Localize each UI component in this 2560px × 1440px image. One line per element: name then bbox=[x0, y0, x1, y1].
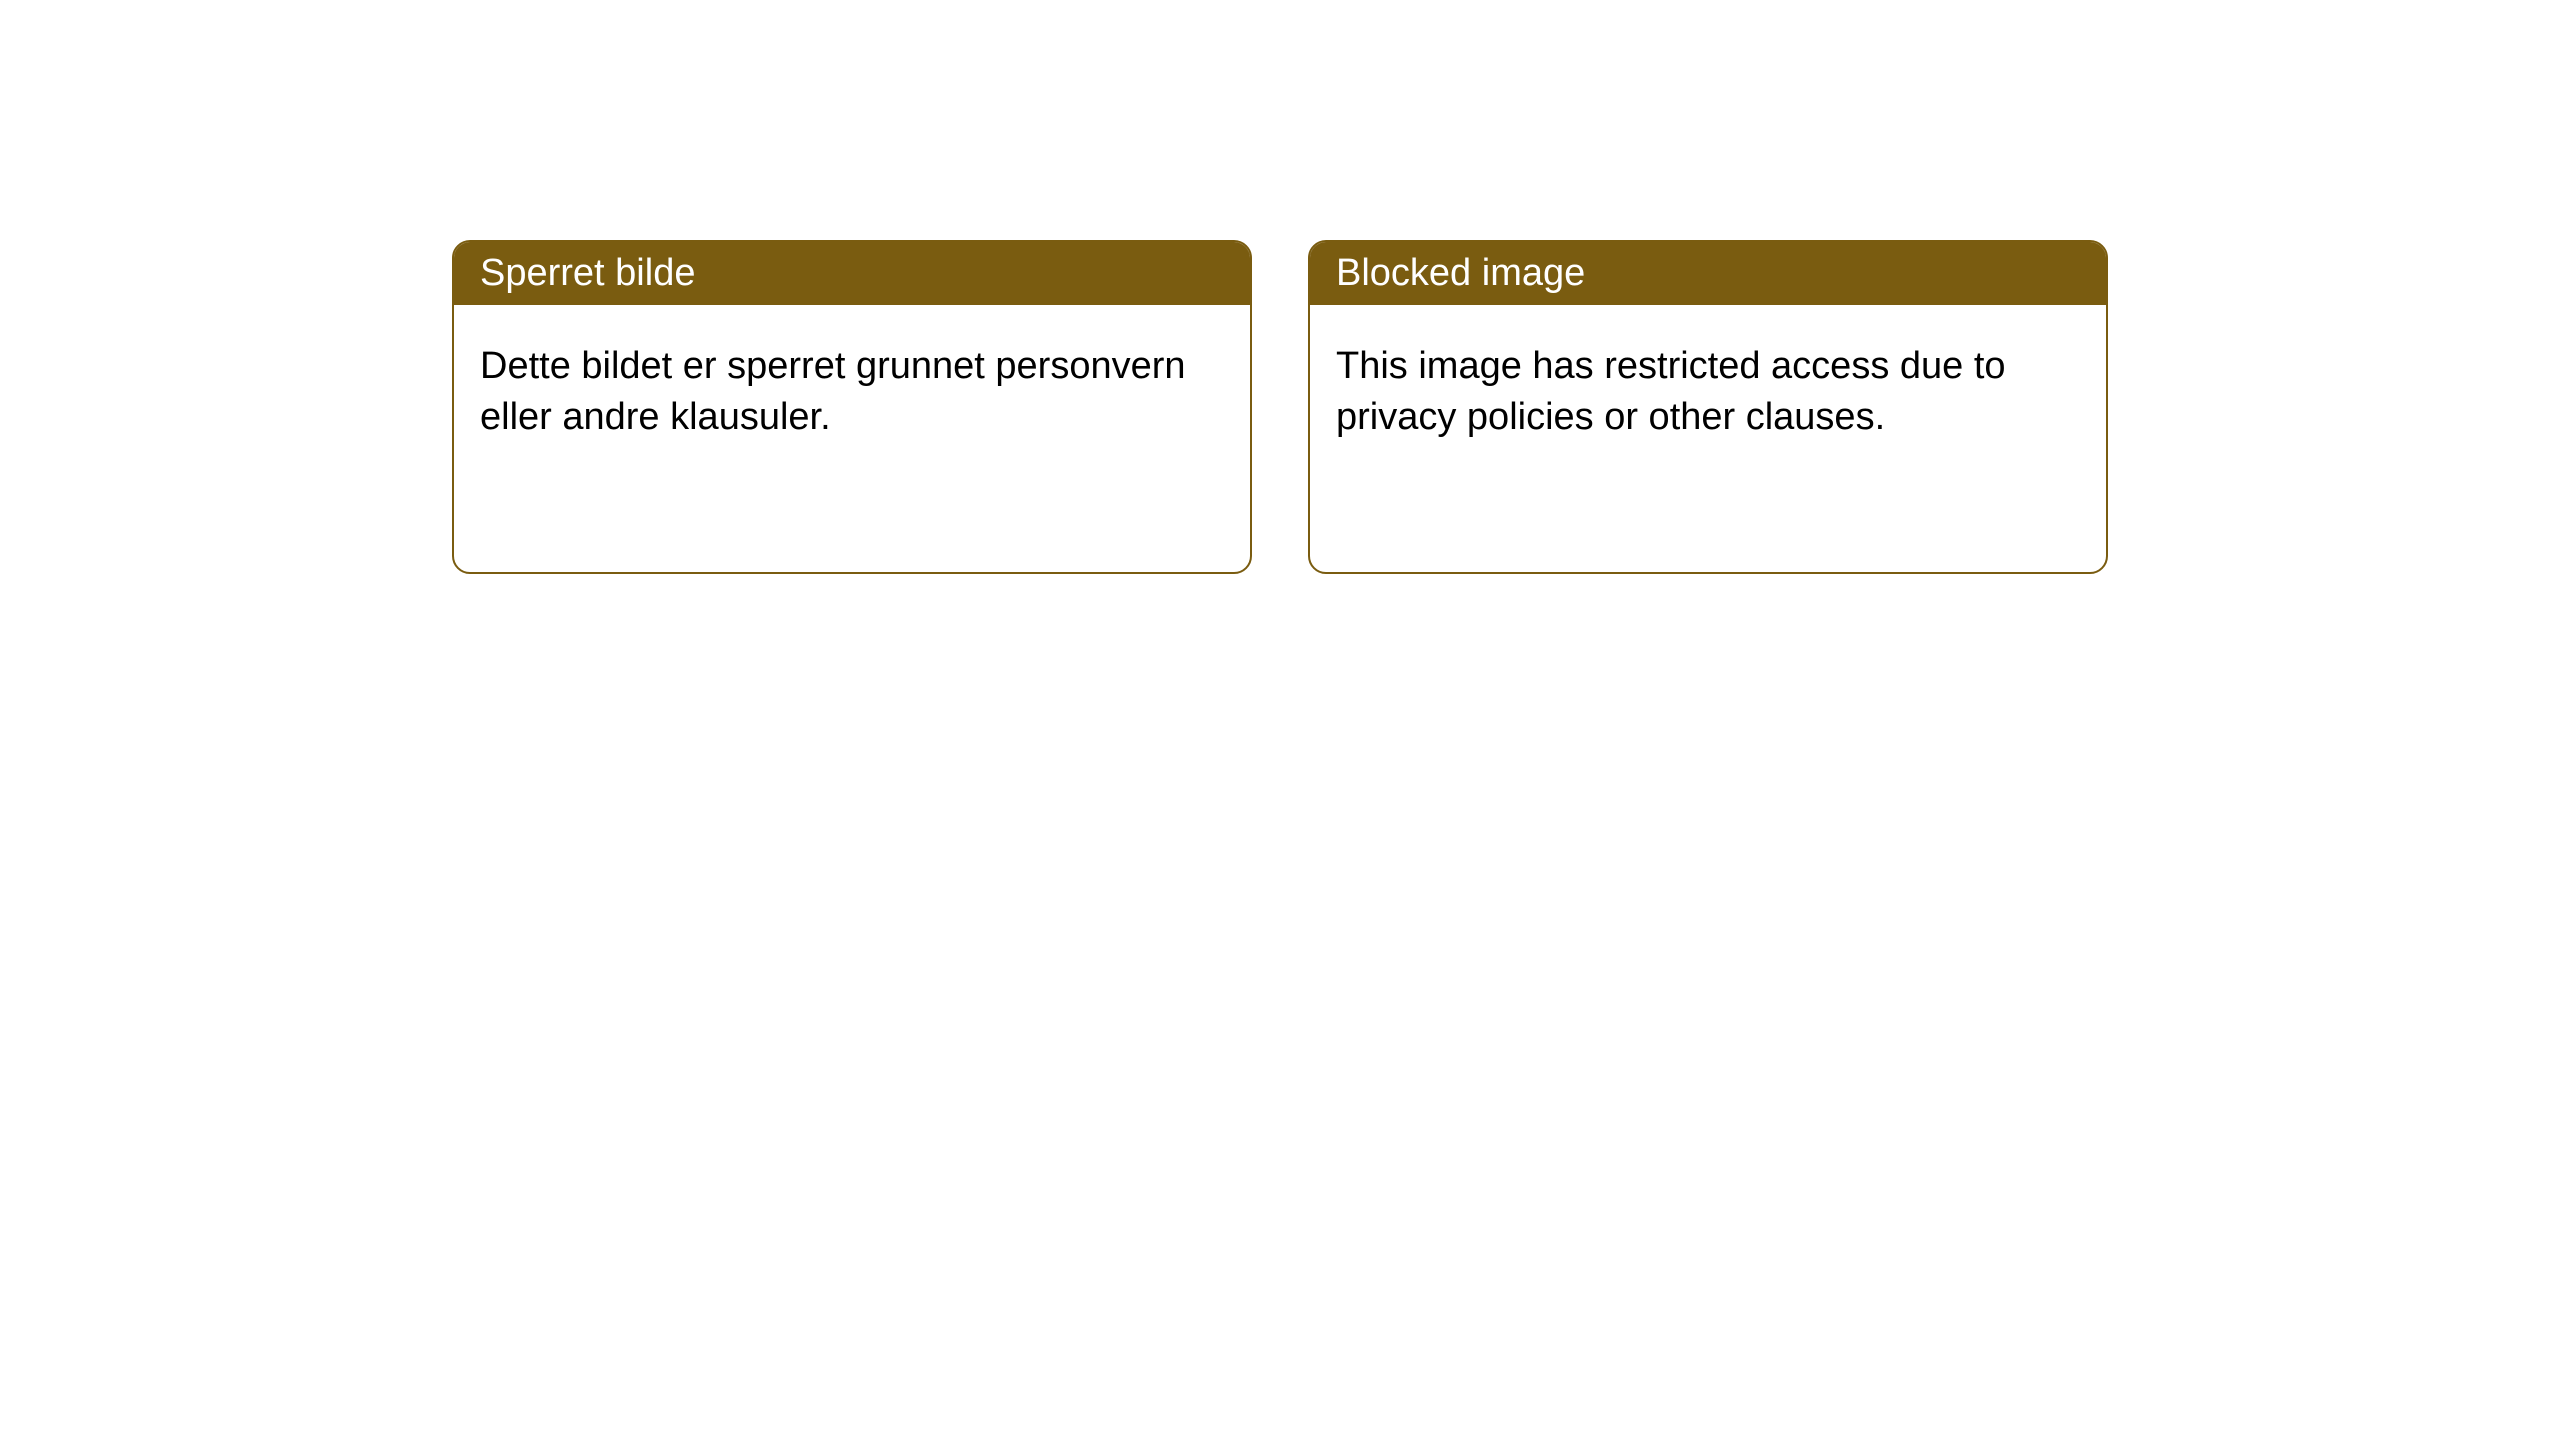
notice-header: Blocked image bbox=[1310, 242, 2106, 305]
notice-body: Dette bildet er sperret grunnet personve… bbox=[454, 305, 1250, 480]
notice-body-text: Dette bildet er sperret grunnet personve… bbox=[480, 345, 1186, 438]
notice-box-norwegian: Sperret bilde Dette bildet er sperret gr… bbox=[452, 240, 1252, 574]
notice-body: This image has restricted access due to … bbox=[1310, 305, 2106, 480]
notice-container: Sperret bilde Dette bildet er sperret gr… bbox=[0, 0, 2560, 574]
notice-title: Sperret bilde bbox=[480, 252, 695, 294]
notice-box-english: Blocked image This image has restricted … bbox=[1308, 240, 2108, 574]
notice-title: Blocked image bbox=[1336, 252, 1585, 294]
notice-header: Sperret bilde bbox=[454, 242, 1250, 305]
notice-body-text: This image has restricted access due to … bbox=[1336, 345, 2006, 438]
